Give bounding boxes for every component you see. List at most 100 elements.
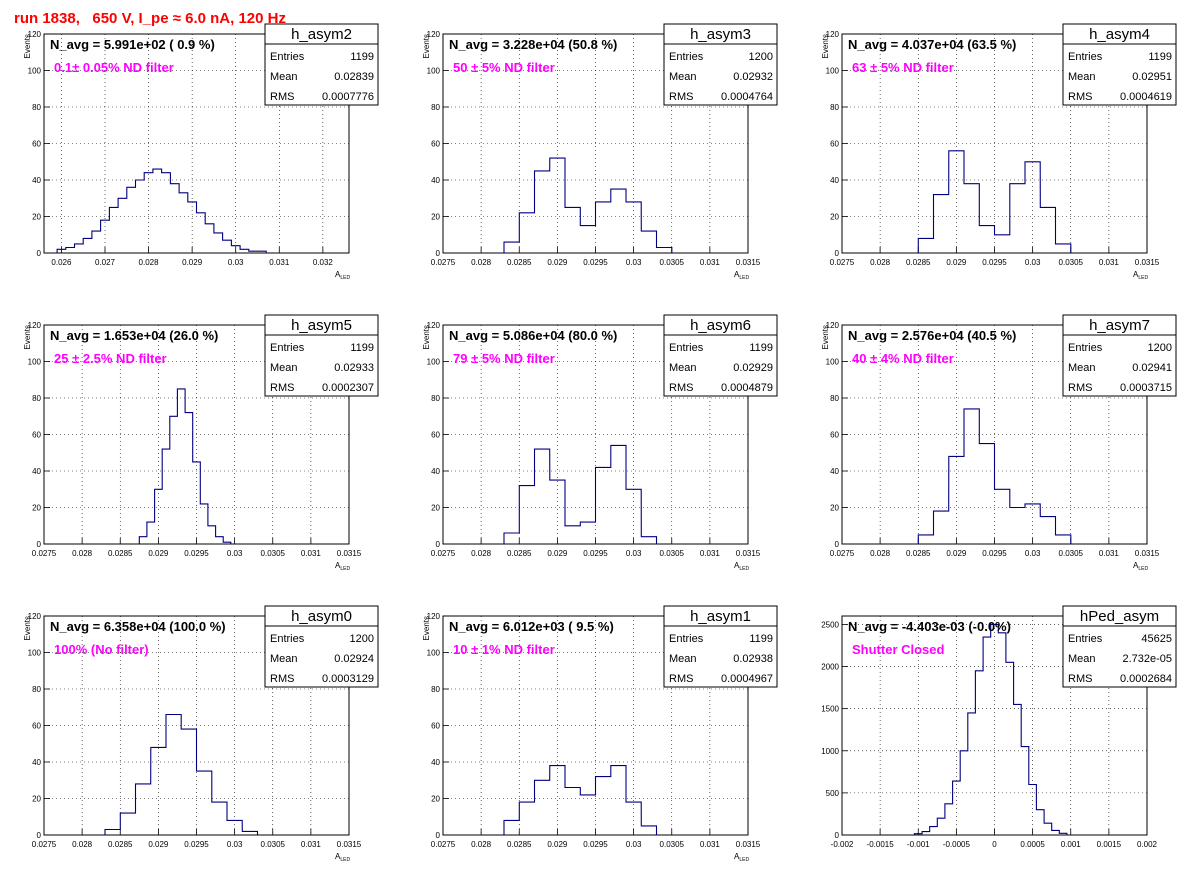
navg-label: N_avg = -4.403e-03 (-0.0%): [848, 619, 1011, 634]
x-tick-label: 0.029: [946, 549, 967, 558]
stats-key: RMS: [270, 382, 294, 394]
x-tick-label: 0.0315: [337, 840, 362, 849]
y-tick-label: 20: [32, 795, 41, 804]
stats-key: RMS: [270, 673, 294, 685]
x-tick-label: 0.031: [301, 549, 322, 558]
x-tick-label: 0.028: [471, 258, 492, 267]
x-tick-label: 0.0315: [337, 549, 362, 558]
stats-value: 1199: [1148, 51, 1172, 63]
filter-label: 10 ± 1% ND filter: [453, 642, 555, 657]
stats-value: 0.0003715: [1120, 382, 1172, 394]
stats-key: Entries: [1068, 51, 1103, 63]
navg-label: N_avg = 4.037e+04 (63.5 %): [848, 37, 1016, 52]
histogram-panel-h_asym2: 0.026 0.027 0.028 0.029 0.03 0.031 0.032 0 20 40 6…: [23, 23, 379, 281]
y-tick-label: 120: [826, 321, 840, 330]
navg-label: N_avg = 5.991e+02 ( 0.9 %): [50, 37, 215, 52]
x-tick-label: 0.0295: [982, 549, 1007, 558]
stats-box: h_asym0 Entries 1200 Mean 0.02924 RMS 0.000312…: [264, 605, 379, 688]
y-tick-label: 40: [32, 758, 41, 767]
stats-key: Entries: [669, 633, 704, 645]
y-tick-label: 0: [37, 249, 42, 258]
stats-key: RMS: [270, 91, 294, 103]
stats-value: 0.02932: [733, 71, 773, 83]
x-tick-label: 0.032: [313, 258, 334, 267]
filter-label: 50 ± 5% ND filter: [453, 60, 555, 75]
x-tick-label: 0.0285: [108, 840, 133, 849]
stats-key: Mean: [1068, 653, 1096, 665]
x-tick-label: 0.031: [269, 258, 290, 267]
y-tick-label: 60: [32, 431, 41, 440]
histogram-line-h_asym2: [56, 168, 267, 253]
y-axis-title: Events: [23, 34, 32, 58]
x-tick-label: 0.0295: [583, 549, 608, 558]
y-tick-label: 0: [436, 540, 441, 549]
y-tick-label: 20: [431, 504, 440, 513]
y-tick-label: 60: [32, 140, 41, 149]
stats-value: 0.0004967: [721, 673, 773, 685]
y-tick-label: 120: [28, 321, 42, 330]
y-tick-label: 100: [427, 358, 441, 367]
x-tick-label: 0.0295: [184, 840, 209, 849]
x-axis-title: ALED: [1133, 270, 1148, 281]
histogram-panel-h_asym5: 0.0275 0.028 0.0285 0.029 0.0295 0.03 0.0305 0.…: [23, 314, 379, 572]
filter-label: 63 ± 5% ND filter: [852, 60, 954, 75]
y-axis-title: Events: [821, 34, 830, 58]
histogram-line-h_asym1: [503, 765, 658, 835]
y-tick-label: 40: [830, 467, 839, 476]
y-tick-label: 20: [32, 504, 41, 513]
x-tick-label: 0.029: [547, 840, 568, 849]
x-tick-label: 0.03: [228, 258, 244, 267]
stats-value: 0.0002684: [1120, 673, 1172, 685]
y-tick-label: 0: [835, 540, 840, 549]
stats-key: Entries: [1068, 633, 1103, 645]
stats-body-box: [663, 334, 778, 397]
stats-box: h_asym3 Entries 1200 Mean 0.02932 RMS 0.000476…: [663, 23, 778, 106]
x-tick-label: 0.029: [182, 258, 203, 267]
x-tick-label: -0.0015: [867, 840, 895, 849]
stats-key: Mean: [669, 653, 697, 665]
x-tick-label: 0.026: [51, 258, 72, 267]
navg-label: N_avg = 5.086e+04 (80.0 %): [449, 328, 617, 343]
x-tick-label: 0.031: [700, 258, 721, 267]
x-tick-label: 0.0305: [261, 549, 286, 558]
y-tick-label: 100: [28, 649, 42, 658]
y-tick-label: 100: [28, 67, 42, 76]
histogram-line-h_asym6: [503, 444, 658, 544]
stats-value: 45625: [1141, 633, 1172, 645]
stats-body-box: [264, 334, 379, 397]
y-tick-label: 60: [431, 140, 440, 149]
x-axis-title: ALED: [734, 270, 749, 281]
y-tick-label: 20: [830, 504, 839, 513]
stats-key: Mean: [270, 653, 298, 665]
y-tick-label: 60: [830, 140, 839, 149]
x-tick-label: 0.0315: [736, 840, 761, 849]
y-tick-label: 500: [826, 789, 840, 798]
y-tick-label: 60: [431, 722, 440, 731]
y-tick-label: 40: [32, 467, 41, 476]
x-tick-label: 0.0295: [583, 840, 608, 849]
y-tick-label: 0: [436, 249, 441, 258]
x-tick-label: 0.0305: [261, 840, 286, 849]
x-tick-label: 0.0005: [1020, 840, 1045, 849]
x-tick-label: 0.028: [471, 549, 492, 558]
y-tick-label: 20: [431, 795, 440, 804]
histogram-line-h_asym0: [104, 713, 259, 835]
y-tick-label: 20: [830, 213, 839, 222]
x-tick-label: 0.0275: [431, 840, 456, 849]
x-tick-label: -0.001: [907, 840, 930, 849]
stats-value: 0.02951: [1132, 71, 1172, 83]
histogram-panel-h_asym7: 0.0275 0.028 0.0285 0.029 0.0295 0.03 0.0305 0.…: [821, 314, 1177, 572]
y-axis-title: Events: [23, 325, 32, 349]
x-tick-label: 0.0275: [431, 258, 456, 267]
stats-value: 0.0002307: [322, 382, 374, 394]
stats-box: h_asym5 Entries 1199 Mean 0.02933 RMS 0.000230…: [264, 314, 379, 397]
y-tick-label: 1000: [821, 747, 839, 756]
x-tick-label: 0.0315: [736, 258, 761, 267]
y-tick-label: 60: [431, 431, 440, 440]
y-tick-label: 0: [436, 831, 441, 840]
y-axis-title: Events: [422, 616, 431, 640]
navg-label: N_avg = 6.012e+03 ( 9.5 %): [449, 619, 614, 634]
x-axis-title: ALED: [1133, 561, 1148, 572]
stats-title: h_asym6: [690, 317, 751, 334]
